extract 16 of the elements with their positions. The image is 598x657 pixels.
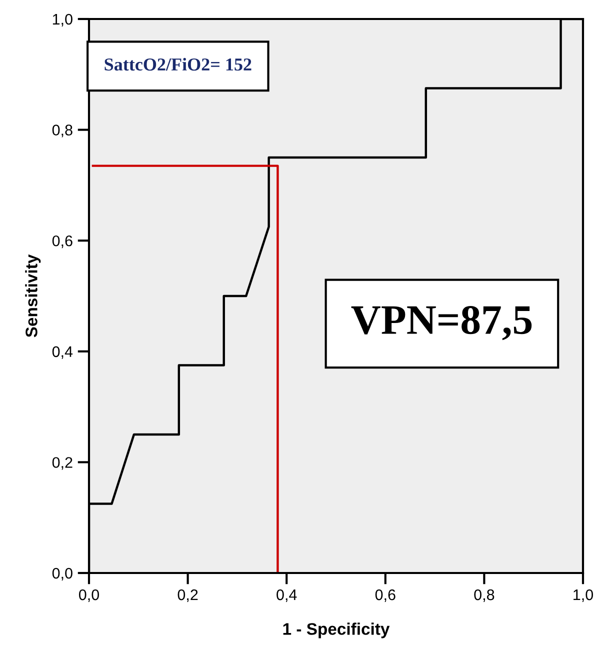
y-tick-label: 0,2 <box>52 457 72 470</box>
y-axis-title: Sensitivity <box>25 254 41 338</box>
x-tick-label: 0,0 <box>78 589 100 602</box>
annotation: VPN=87,5 <box>351 306 532 340</box>
x-tick-label: 0,6 <box>375 589 396 602</box>
y-tick-label: 0,6 <box>52 235 72 248</box>
x-tick-label: 0,4 <box>276 589 297 602</box>
y-tick-label: 0,8 <box>52 124 72 138</box>
x-tick-label: 0,2 <box>178 589 198 602</box>
x-tick-label: 1,0 <box>574 589 594 602</box>
annotation: SattcO2/FiO2= 152 <box>104 58 252 71</box>
y-tick-label: 0,4 <box>52 346 73 359</box>
y-tick-label: 0,0 <box>52 568 72 580</box>
x-tick-label: 0,8 <box>474 589 494 602</box>
y-tick-label: 1,0 <box>52 14 72 26</box>
x-axis-title: 1 - Specificity <box>283 622 390 638</box>
